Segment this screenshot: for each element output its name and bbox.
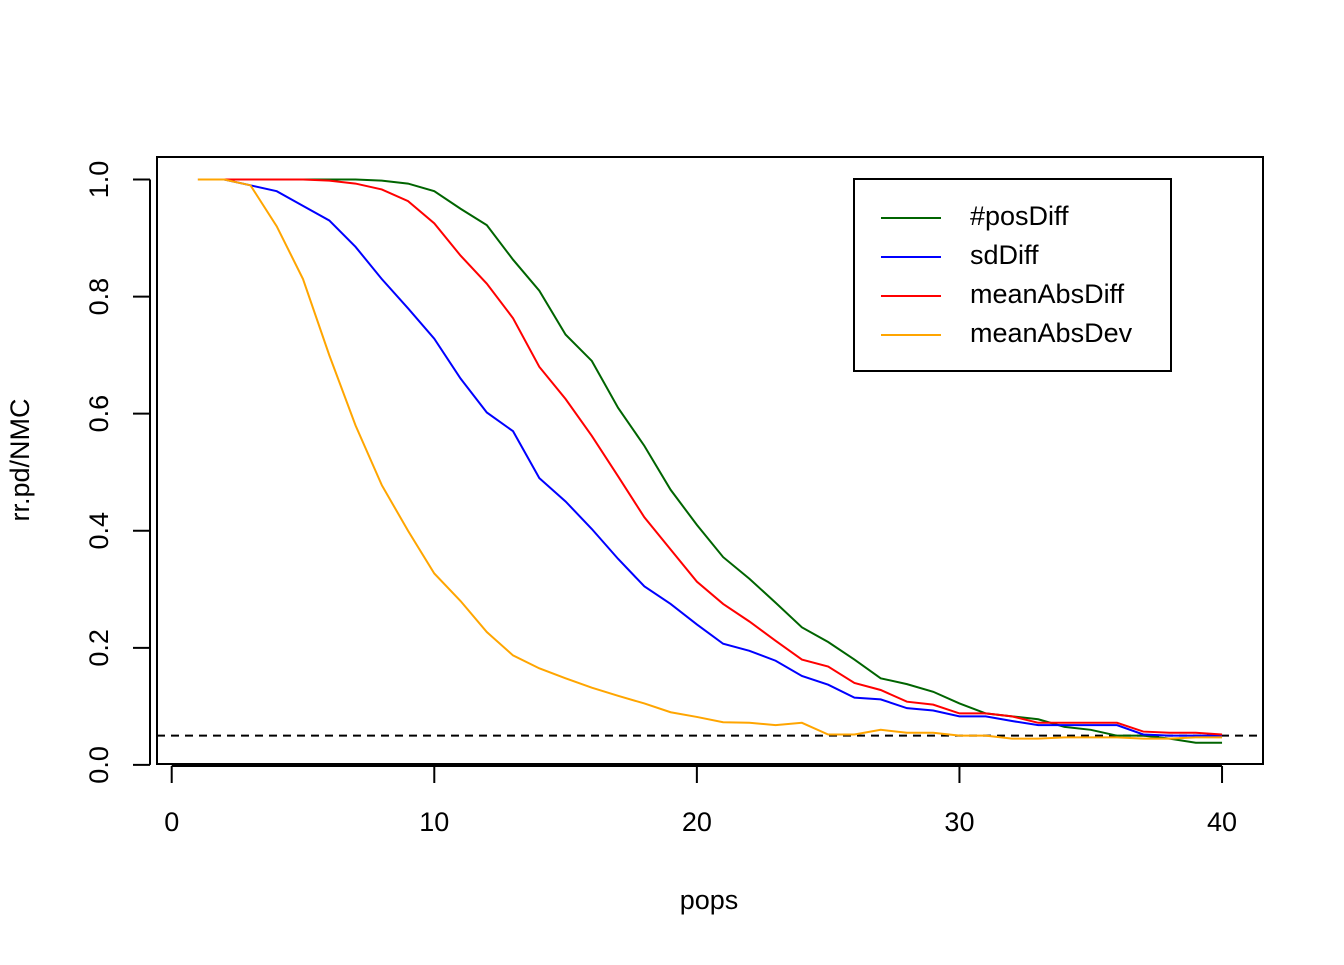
y-tick-label: 0.4 (84, 512, 114, 550)
y-axis-label: rr.pd/NMC (5, 398, 35, 521)
legend-label: meanAbsDiff (970, 279, 1125, 309)
y-tick-label: 0.0 (84, 746, 114, 784)
y-tick-label: 1.0 (84, 161, 114, 199)
x-tick-label: 10 (419, 807, 449, 837)
legend-label: sdDiff (970, 240, 1039, 270)
legend-box (853, 178, 1172, 372)
x-axis-label: pops (680, 885, 739, 915)
legend-label: meanAbsDev (970, 318, 1133, 348)
series-line (197, 178, 1223, 737)
y-tick-label: 0.8 (84, 278, 114, 316)
plot-box (156, 156, 1264, 765)
x-tick-label: 30 (944, 807, 974, 837)
series-line (197, 178, 1223, 740)
y-tick-label: 0.2 (84, 629, 114, 667)
series-line (197, 178, 1223, 736)
legend-label: #posDiff (970, 201, 1069, 231)
x-tick-label: 0 (164, 807, 179, 837)
y-tick-label: 0.6 (84, 395, 114, 433)
x-tick-label: 20 (682, 807, 712, 837)
x-tick-label: 40 (1207, 807, 1237, 837)
